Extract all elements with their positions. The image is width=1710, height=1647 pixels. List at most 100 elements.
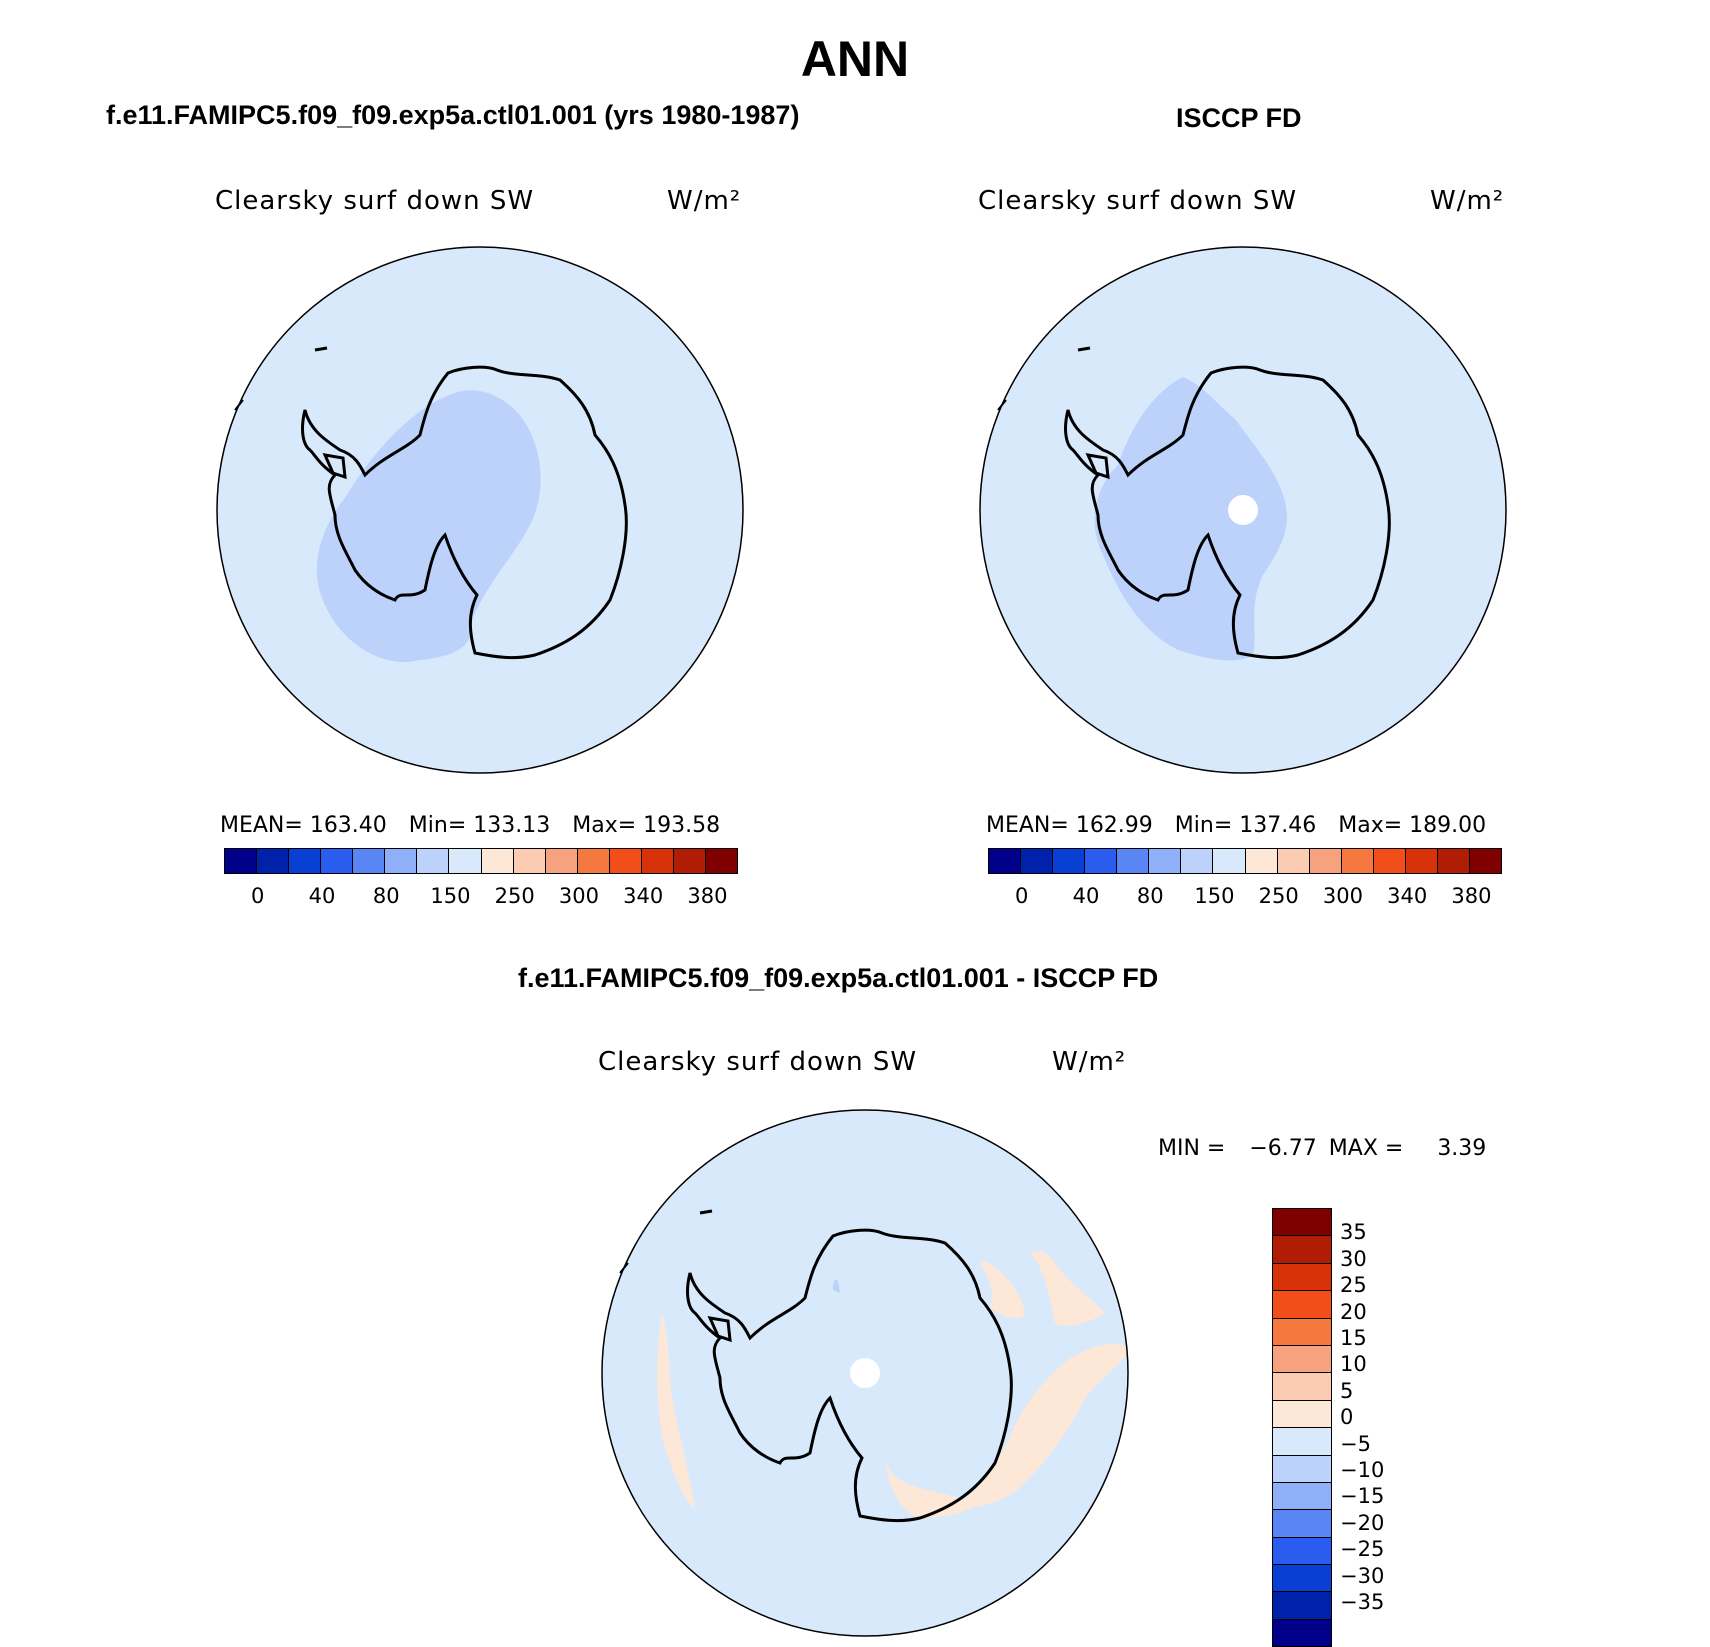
panel1-coastline <box>301 365 628 660</box>
panel3-colorbar-box-1 <box>1273 1236 1331 1264</box>
panel3-colorbar-labels: 35 30 25 20 15 10 5 0 −5 −10 −15 −20 −25 −30 −35 <box>1340 1208 1400 1631</box>
panel2-colorbar-labels: 0 40 80 150 250 300 340 380 <box>988 884 1502 912</box>
panel1-colorbar-box-10 <box>545 849 578 873</box>
panel1-colorbar-label: 340 <box>623 884 664 908</box>
panel3-colorbar-box-14 <box>1273 1592 1331 1620</box>
panel2-colorbar-label: 250 <box>1258 884 1299 908</box>
panel1-max: Max= 193.58 <box>572 813 721 838</box>
panel2-colorbar-box-0 <box>989 849 1022 873</box>
panel3-colorbar-label: 0 <box>1340 1405 1354 1430</box>
panel1-variable: Clearsky surf down SW <box>215 186 535 216</box>
panel2-island <box>1077 346 1091 352</box>
panel1-colorbar-box-7 <box>449 849 482 873</box>
panel1-colorbar-label: 250 <box>494 884 535 908</box>
panel3-colorbar-box-5 <box>1273 1345 1331 1374</box>
panel3-colorbar-label: −20 <box>1340 1510 1385 1535</box>
panel2-colorbar-label: 150 <box>1194 884 1235 908</box>
panel3-colorbar-label: 5 <box>1340 1378 1354 1403</box>
panel1-colorbar-box-2 <box>289 849 322 873</box>
panel3-colorbar-label: −10 <box>1340 1458 1385 1482</box>
panel1-colorbar-box-6 <box>417 849 450 873</box>
panel1-stats: MEAN= 163.40 Min= 133.13 Max= 193.58 <box>220 813 742 838</box>
panel2-colorbar-box-2 <box>1053 849 1086 873</box>
panel3-colorbar-label: 25 <box>1340 1273 1367 1298</box>
panel1-colorbar-label: 80 <box>372 884 400 908</box>
panel1-interior-region <box>316 390 541 662</box>
panel3-colorbar-label: −15 <box>1340 1484 1385 1509</box>
panel2-colorbar <box>988 848 1502 874</box>
panel1-colorbar-label: 150 <box>430 884 471 908</box>
panel2-colorbar-box-3 <box>1085 849 1118 873</box>
panel1-colorbar-label: 300 <box>558 884 600 908</box>
panel1-colorbar-labels: 0 40 80 150 250 300 340 380 <box>224 884 738 912</box>
panel3-colorbar-box-2 <box>1273 1263 1331 1292</box>
panel3-negative-anomaly-spot <box>833 1279 840 1293</box>
panel3-variable: Clearsky surf down SW <box>598 1047 918 1077</box>
panel2-colorbar-box-6 <box>1181 849 1214 873</box>
panel3-colorbar-label: 10 <box>1340 1352 1367 1377</box>
panel3-units: W/m² <box>1052 1047 1127 1077</box>
panel3-positive-anomaly-coastal-ne <box>980 1261 1025 1319</box>
panel3-colorbar-box-7 <box>1273 1400 1331 1429</box>
panel3-peninsula-outline <box>707 1316 732 1343</box>
panel2-colorbar-box-1 <box>1021 849 1054 873</box>
panel3-island <box>699 1209 713 1215</box>
panel1-colorbar-box-3 <box>321 849 354 873</box>
panel3-min-label: MIN = <box>1158 1136 1226 1161</box>
panel2-colorbar-box-7 <box>1213 849 1246 873</box>
panel1-colorbar-box-1 <box>257 849 290 873</box>
panel2-max: Max= 189.00 <box>1338 813 1487 838</box>
panel1-colorbar-box-12 <box>609 849 642 873</box>
panel3-positive-anomaly-east <box>955 1343 1128 1508</box>
panel1-colorbar-label: 0 <box>251 884 265 908</box>
panel2-colorbar-box-14 <box>1437 849 1470 873</box>
panel2-colorbar-label: 380 <box>1451 884 1492 908</box>
panel2-map <box>979 246 1507 774</box>
panel1-colorbar-box-14 <box>673 849 706 873</box>
panel2-colorbar-box-12 <box>1373 849 1406 873</box>
panel3-colorbar-box-9 <box>1273 1455 1331 1483</box>
panel1-mean: MEAN= 163.40 <box>220 813 387 838</box>
panel3-map <box>601 1109 1129 1637</box>
panel1-colorbar-box-5 <box>385 849 418 873</box>
panel2-pole-missing-data <box>1228 495 1258 525</box>
panel2-colorbar-label: 40 <box>1072 884 1100 908</box>
panel2-colorbar-box-10 <box>1309 849 1342 873</box>
panel3-colorbar-box-6 <box>1273 1373 1331 1401</box>
panel1-units: W/m² <box>667 186 742 216</box>
panel3-stats: MIN = −6.77 MAX = 3.39 <box>1158 1136 1486 1161</box>
panel2-colorbar-box-13 <box>1405 849 1438 873</box>
panel2-colorbar-box-15 <box>1469 849 1501 873</box>
panel3-colorbar-label: −5 <box>1340 1431 1371 1456</box>
panel1-island <box>314 346 328 352</box>
panel1-colorbar-box-9 <box>513 849 546 873</box>
panel1-colorbar-label: 40 <box>308 884 336 908</box>
panel2-min: Min= 137.46 <box>1174 813 1317 838</box>
panel3-colorbar-label: −35 <box>1340 1590 1385 1614</box>
panel1-colorbar-label: 380 <box>687 884 728 908</box>
panel2-colorbar-label: 300 <box>1322 884 1364 908</box>
panel3-colorbar-label: 30 <box>1340 1246 1367 1271</box>
panel1-colorbar-box-11 <box>577 849 610 873</box>
panel2-colorbar-box-4 <box>1117 849 1150 873</box>
panel3-colorbar-label: 35 <box>1340 1220 1367 1245</box>
panel3-colorbar-box-0 <box>1273 1209 1331 1237</box>
panel1-colorbar-box-0 <box>225 849 258 873</box>
panel3-min: −6.77 <box>1249 1136 1317 1161</box>
panel2-mean: MEAN= 162.99 <box>986 813 1153 838</box>
panel2-variable: Clearsky surf down SW <box>978 186 1298 216</box>
panel2-colorbar-box-5 <box>1149 849 1182 873</box>
panel2-title: ISCCP FD <box>1176 103 1302 133</box>
panel3-colorbar-label: 20 <box>1340 1299 1367 1324</box>
panel1-colorbar-box-13 <box>641 849 674 873</box>
panel3-colorbar-box-4 <box>1273 1318 1331 1346</box>
panel3-colorbar-box-11 <box>1273 1510 1331 1538</box>
panel1-colorbar <box>224 848 738 874</box>
panel3-positive-anomaly-west <box>657 1313 695 1508</box>
panel3-positive-anomaly-south <box>885 1463 980 1518</box>
panel3-colorbar-label: 15 <box>1340 1326 1367 1350</box>
panel3-colorbar-box-3 <box>1273 1291 1331 1319</box>
panel2-colorbar-box-9 <box>1277 849 1310 873</box>
figure-title: ANN <box>800 31 910 87</box>
panel3-colorbar-box-8 <box>1273 1428 1331 1456</box>
